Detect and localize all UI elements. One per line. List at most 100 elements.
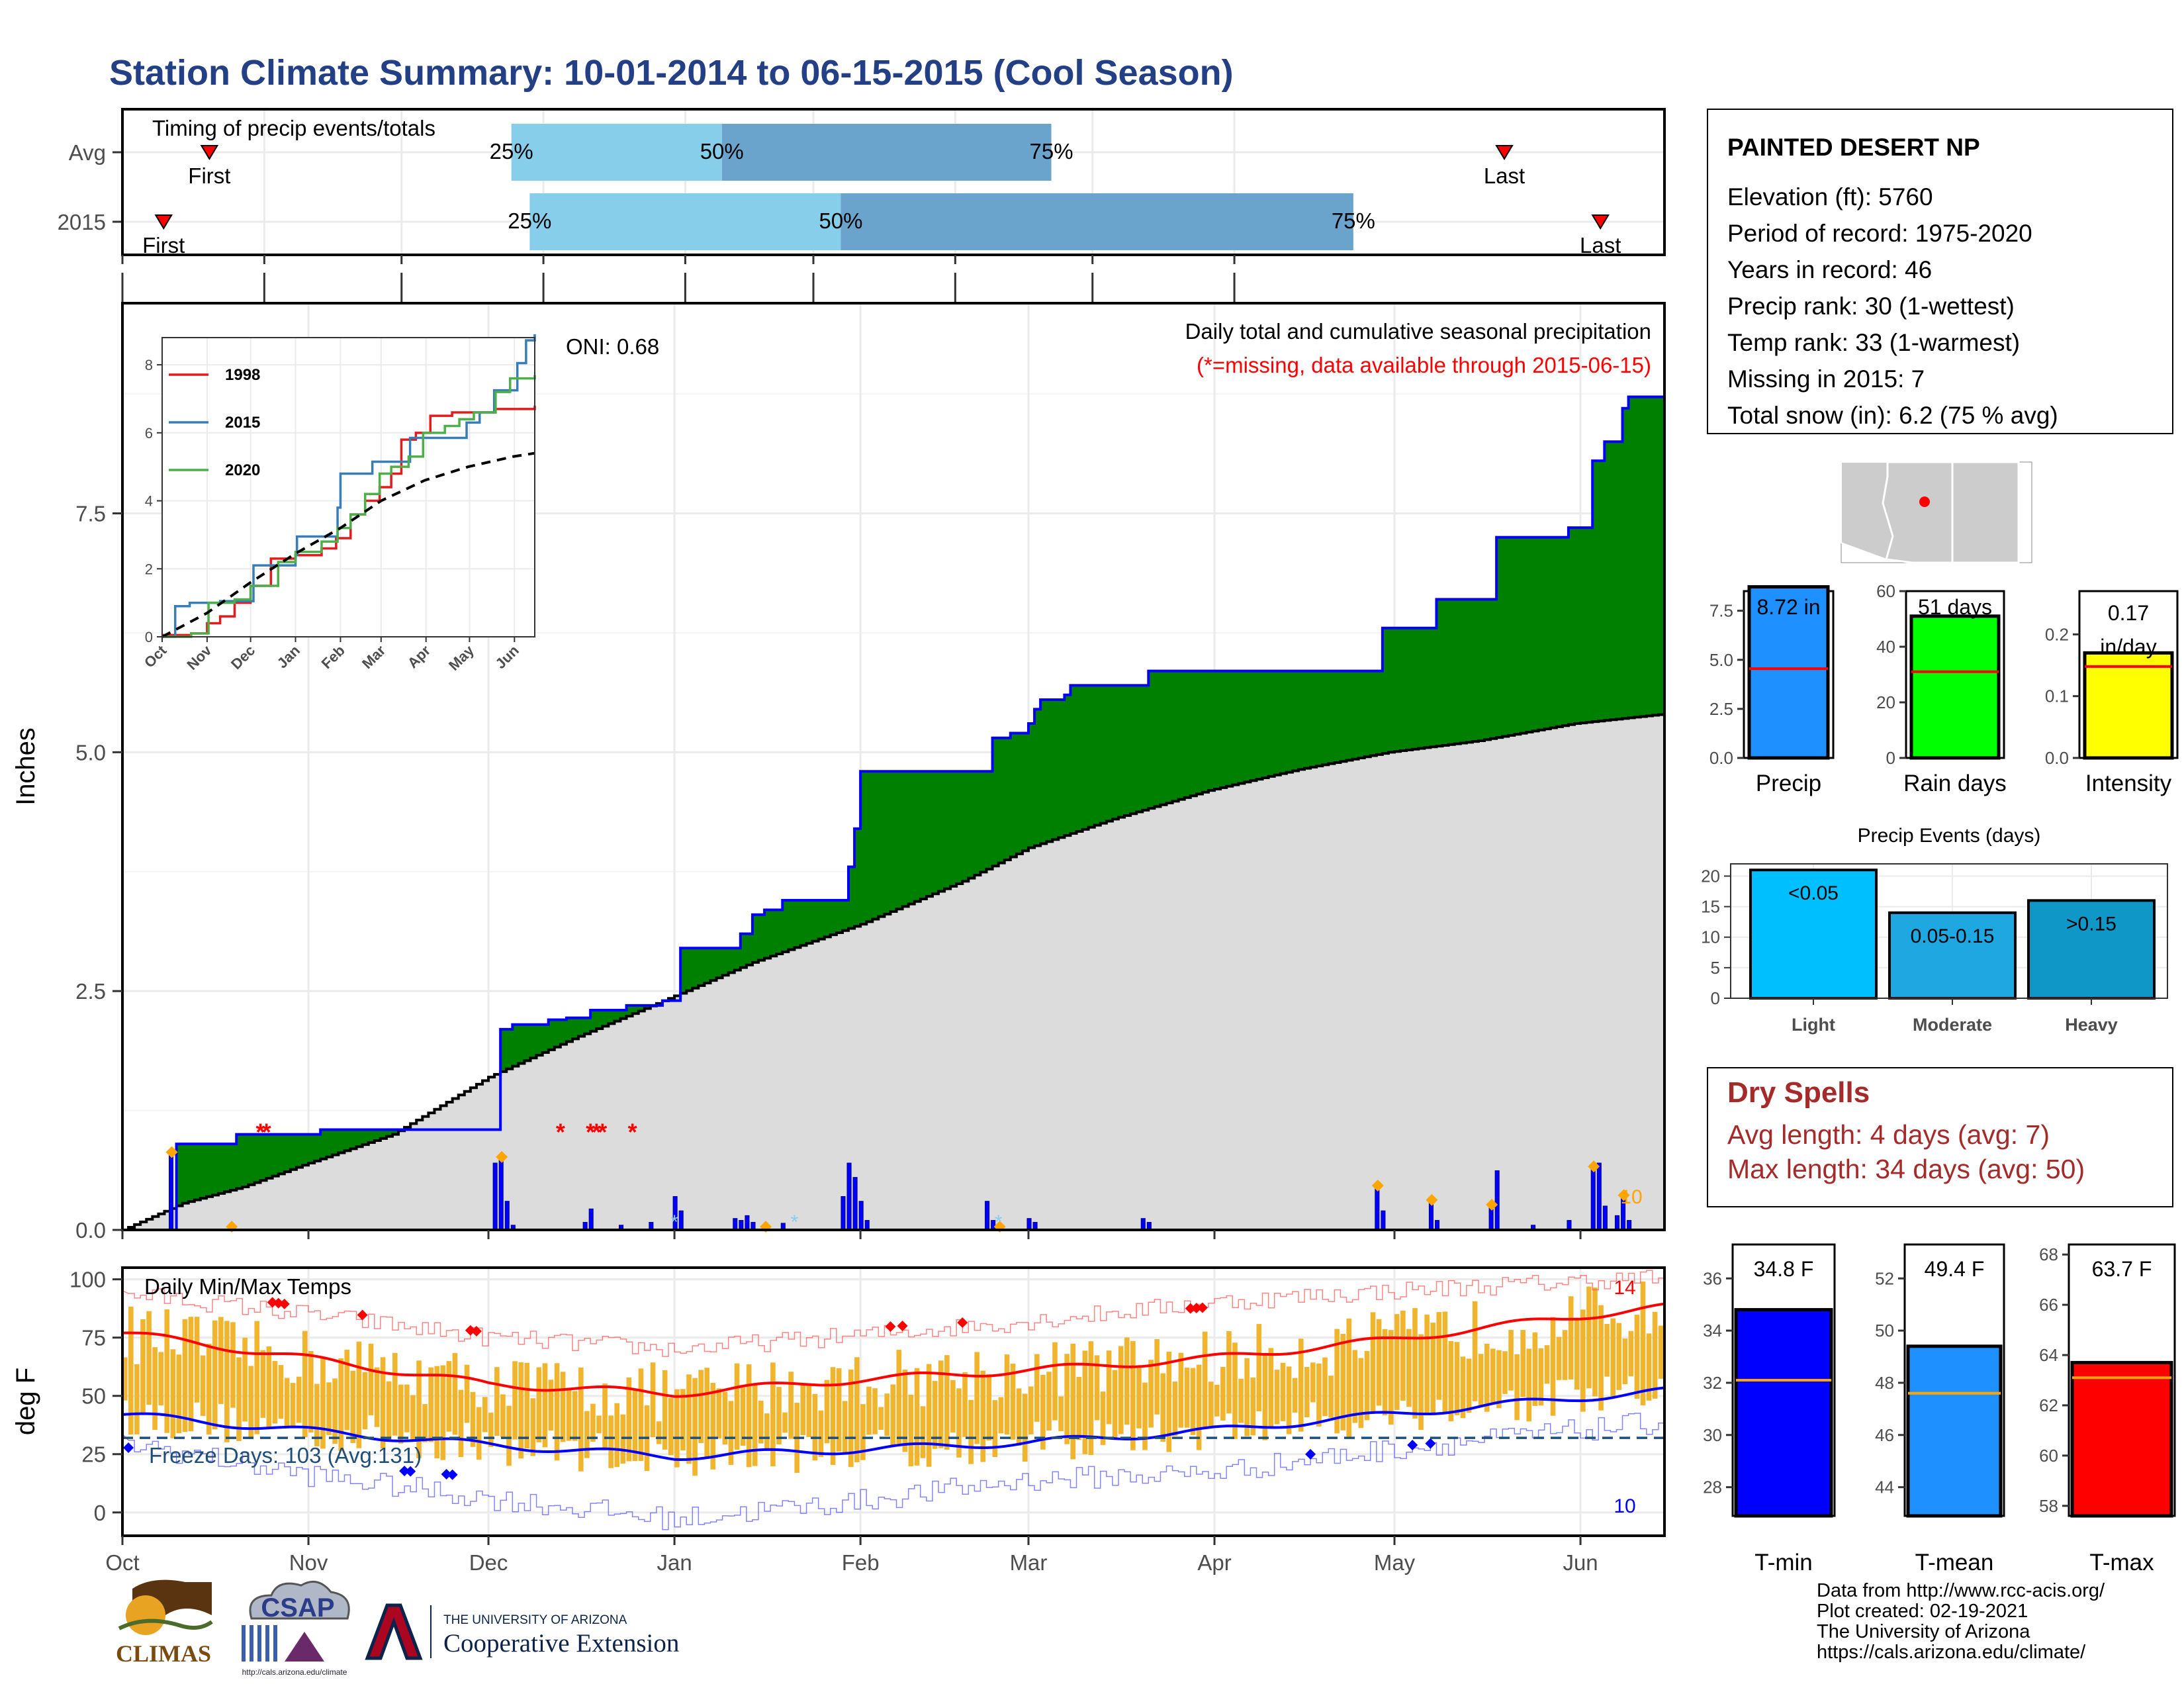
summary-value-label-2: 0.17: [2108, 601, 2149, 625]
precip-departure-fill: [692, 948, 699, 988]
precip-departure-fill: [854, 828, 861, 927]
daily-temp-bar: [1364, 1350, 1370, 1421]
daily-temp-bar: [1568, 1296, 1574, 1380]
station-info-line: Years in record: 46: [1727, 256, 1932, 283]
daily-temp-bar: [1526, 1348, 1532, 1422]
csap-logo: CSAP http://cals.arizona.edu/climate: [242, 1580, 350, 1677]
precip-departure-fill: [1628, 397, 1635, 718]
precip-departure-fill: [1292, 671, 1299, 771]
month-label-mar: Mar: [1010, 1550, 1048, 1575]
month-label-may: May: [1374, 1550, 1416, 1575]
daily-temp-bar: [1658, 1325, 1664, 1379]
credits-line-created: Plot created: 02-19-2021: [1817, 1601, 2028, 1622]
station-info-line: Total snow (in): 6.2 (75 % avg): [1727, 402, 2058, 429]
record-low-marker: [399, 1466, 410, 1477]
precip-departure-fill: [1352, 671, 1359, 759]
snow-marker: [1371, 1180, 1384, 1192]
record-high-marker: [357, 1309, 368, 1321]
daily-temp-bar: [1376, 1319, 1382, 1406]
precip-departure-fill: [572, 1017, 579, 1039]
daily-temp-bar: [746, 1364, 752, 1468]
daily-temp-bar: [1136, 1365, 1142, 1429]
daily-temp-bar: [686, 1374, 692, 1464]
precip-departure-fill: [590, 1010, 597, 1031]
daily-precip-bar: [1627, 1220, 1632, 1231]
daily-temp-bar: [920, 1406, 926, 1458]
precip-departure-fill: [788, 900, 796, 950]
station-info-line: Period of record: 1975-2020: [1727, 220, 2032, 247]
precip-departure-fill: [1538, 537, 1545, 730]
timing-row-label: Avg: [69, 140, 106, 165]
precip-departure-fill: [866, 771, 873, 922]
daily-temp-bar: [950, 1380, 956, 1433]
precip-departure-fill: [902, 771, 909, 907]
daily-temp-bar: [1418, 1334, 1424, 1430]
precip-departure-fill: [1142, 685, 1149, 810]
daily-temp-bar: [788, 1372, 794, 1439]
daily-temp-bar: [1040, 1374, 1046, 1450]
daily-temp-bar: [518, 1362, 523, 1459]
temp-summary-ytick-label: 52: [1875, 1268, 1894, 1288]
daily-precip-bar: [733, 1218, 738, 1231]
daily-temp-bar: [338, 1358, 343, 1451]
month-label-jan: Jan: [657, 1550, 692, 1575]
daily-temp-bar: [1208, 1382, 1214, 1428]
precip-panel-title: Daily total and cumulative seasonal prec…: [1185, 319, 1651, 344]
daily-temp-bar: [1358, 1358, 1364, 1429]
station-info-line: Temp rank: 33 (1-warmest): [1727, 329, 2020, 356]
precip-departure-fill: [1532, 537, 1539, 731]
precip-departure-fill: [1244, 671, 1251, 782]
daily-temp-bar: [1484, 1343, 1490, 1412]
daily-temp-bar: [536, 1367, 542, 1442]
summary-ytick-label: 60: [1876, 581, 1895, 601]
precip-departure-fill: [362, 1129, 369, 1145]
precip-departure-fill: [200, 1144, 207, 1199]
precip-departure-fill: [1514, 537, 1522, 735]
daily-temp-bar: [1424, 1314, 1430, 1413]
inset-series-2020: [162, 375, 536, 638]
precip-departure-fill: [302, 1134, 309, 1166]
precip-departure-fill: [182, 1144, 189, 1203]
daily-temp-bar: [1616, 1323, 1622, 1390]
daily-temp-bar: [698, 1370, 704, 1444]
trace-snow-marker: *: [995, 1211, 1003, 1233]
summary-ytick-label: 5.0: [1709, 650, 1733, 670]
daily-temp-bar: [1310, 1362, 1316, 1403]
precip-departure-fill: [1064, 694, 1071, 836]
temp-ytick-label: 75: [81, 1326, 106, 1350]
daily-temp-bar: [944, 1355, 950, 1450]
precip-departure-fill: [188, 1144, 195, 1202]
precip-departure-fill: [584, 1017, 591, 1034]
precip-departure-fill: [710, 948, 717, 981]
daily-temp-bar: [164, 1309, 170, 1433]
university-of-arizona-logo: THE UNIVERSITY OF ARIZONA Cooperative Ex…: [365, 1603, 679, 1660]
temp-frame: [121, 1266, 1666, 1537]
temp-summary-ytick-label: 28: [1703, 1477, 1722, 1497]
precip-departure-fill: [506, 1029, 513, 1069]
daily-temp-bar: [1028, 1386, 1034, 1434]
temp-summary-ytick-label: 68: [2039, 1244, 2058, 1264]
trace-snow-marker: *: [670, 1211, 678, 1233]
precip-departure-fill: [1052, 699, 1059, 840]
summary-ytick-label: 2.5: [1709, 699, 1733, 719]
precip-ytick-label: 0.0: [75, 1218, 106, 1243]
credits-line-university: The University of Arizona: [1817, 1621, 2030, 1642]
precip-departure-fill: [1082, 685, 1089, 829]
credits-line-url: https://cals.arizona.edu/climate/: [1817, 1642, 2086, 1663]
daily-temp-bar: [626, 1378, 632, 1462]
daily-temp-bar: [1304, 1366, 1310, 1418]
daily-temp-bar: [494, 1367, 500, 1436]
precip-departure-fill: [1598, 461, 1605, 722]
daily-temp-bar: [1592, 1288, 1598, 1397]
missing-data-marker: *: [628, 1118, 637, 1145]
daily-temp-bar: [134, 1364, 140, 1434]
daily-temp-bar: [152, 1347, 158, 1430]
daily-temp-bar: [446, 1361, 452, 1432]
precip-departure-fill: [1136, 685, 1143, 812]
precip-departure-fill: [752, 914, 759, 962]
precip-departure-fill: [860, 771, 867, 925]
arizona-map: [1841, 461, 2032, 564]
daily-temp-bar: [1628, 1331, 1634, 1377]
precip-departure-fill: [836, 900, 843, 933]
avg-min-temp-line: [122, 1386, 1665, 1461]
